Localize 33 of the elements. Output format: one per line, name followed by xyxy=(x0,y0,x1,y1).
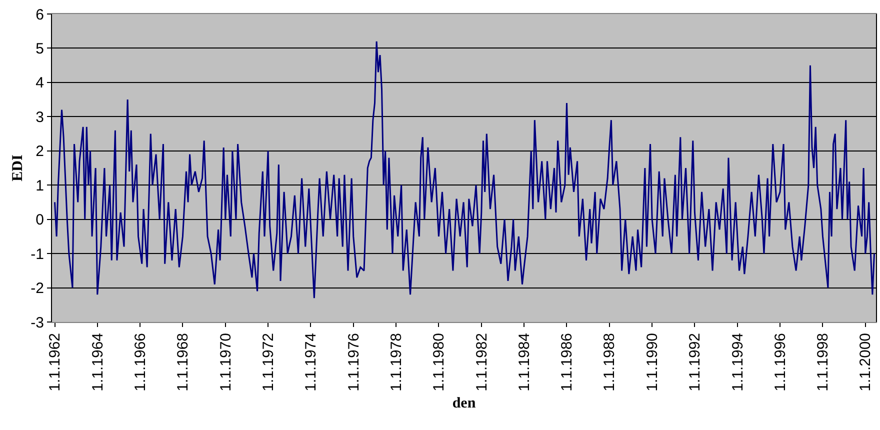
y-tick-label: -3 xyxy=(30,314,44,332)
y-tick-label: 3 xyxy=(36,108,44,126)
x-tick-label: 1.1.1972 xyxy=(260,333,277,392)
x-tick-label: 1.1.1964 xyxy=(89,333,106,392)
x-tick-label: 1.1.1990 xyxy=(644,333,661,392)
y-axis-title: EDI xyxy=(10,154,26,182)
x-tick-label: 1.1.1968 xyxy=(174,333,192,392)
x-tick-label: 1.1.1976 xyxy=(345,333,362,392)
x-tick-label: 1.1.1980 xyxy=(430,333,448,392)
y-tick-label: 1 xyxy=(36,177,44,194)
y-tick-label: 2 xyxy=(36,143,44,160)
x-tick-label: 1.1.1962 xyxy=(46,333,64,392)
x-tick-label: 1.1.1998 xyxy=(814,333,832,392)
x-axis-title: den xyxy=(452,395,476,412)
x-tick-label: 1.1.1984 xyxy=(516,333,533,392)
y-tick-label: 4 xyxy=(36,74,44,92)
x-tick-label: 1.1.1994 xyxy=(729,333,746,392)
y-tick-label: 0 xyxy=(36,212,44,229)
line-series xyxy=(54,40,875,299)
x-tick-label: 1.1.1966 xyxy=(132,333,149,392)
x-tick-label: 1.1.1992 xyxy=(686,333,704,392)
x-tick-label: 1.1.1974 xyxy=(302,333,320,392)
x-tick-label: 1.1.1982 xyxy=(473,333,490,392)
y-tick-label: 5 xyxy=(36,40,44,58)
y-tick-label: -1 xyxy=(30,246,44,263)
y-tick-label: -2 xyxy=(30,280,44,298)
x-tick-label: 1.1.1970 xyxy=(217,333,234,392)
x-tick-label: 1.1.1988 xyxy=(601,333,618,392)
x-tick-label: 1.1.1986 xyxy=(558,333,576,392)
x-tick-label: 1.1.1978 xyxy=(388,333,405,392)
y-tick-label: 6 xyxy=(36,6,44,24)
x-tick-label: 1.1.1996 xyxy=(772,333,789,392)
x-tick-label: 1.1.2000 xyxy=(857,333,874,392)
